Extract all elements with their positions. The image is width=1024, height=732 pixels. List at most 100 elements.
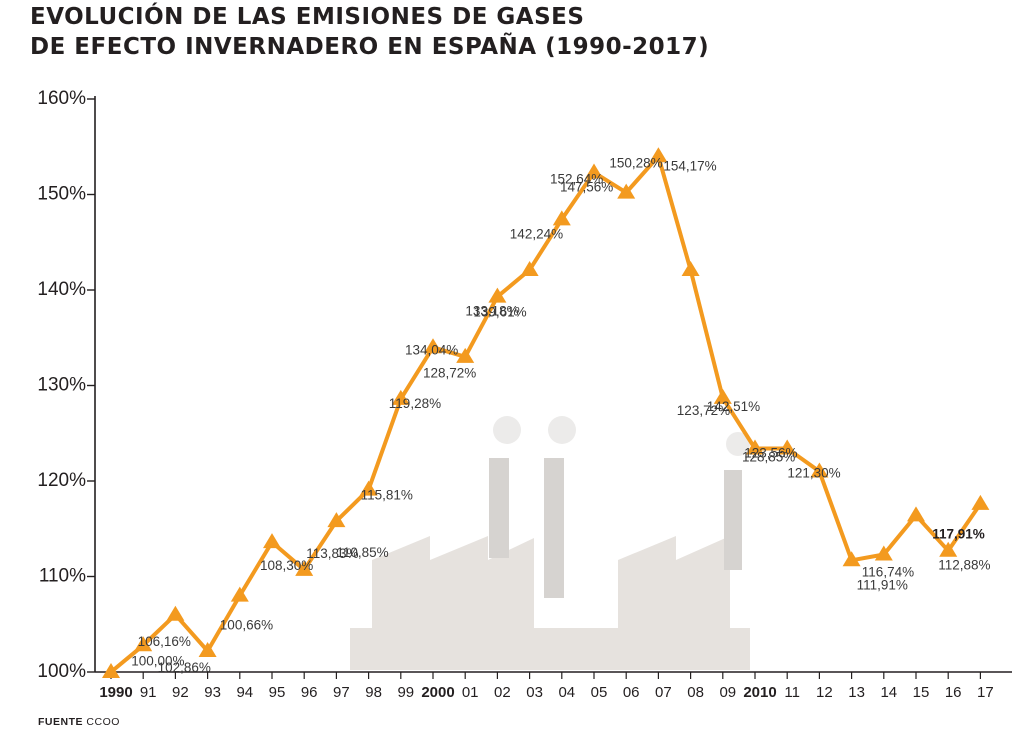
x-tick-label: 06 (623, 684, 640, 701)
data-point-marker (359, 480, 378, 496)
x-tick-label: 96 (301, 684, 318, 701)
data-label: 152,64% (550, 172, 603, 187)
data-label: 108,30% (260, 558, 313, 573)
x-tick-label: 04 (558, 684, 575, 701)
data-point-marker (166, 605, 185, 621)
data-point-marker (295, 560, 314, 576)
x-tick-label: 91 (140, 684, 157, 701)
data-label: 121,30% (787, 465, 840, 480)
x-tick-label: 94 (236, 684, 253, 701)
x-tick-label: 15 (913, 684, 930, 701)
data-point-marker (842, 551, 861, 567)
emissions-line-chart: 100% 110% 120% 130% 140% 150% 160% 1990 91 92 93 94… (37, 88, 1012, 701)
factory-roof-right-1 (618, 536, 676, 560)
data-point-marker (263, 533, 281, 549)
data-point-marker (198, 641, 217, 657)
data-point-marker (971, 494, 990, 510)
x-tick-label: 93 (204, 684, 221, 701)
data-label: 150,28% (609, 155, 662, 170)
data-label: 128,85% (742, 450, 795, 465)
x-tick-label: 99 (397, 684, 414, 701)
data-label: 142,51% (707, 399, 760, 414)
y-tick-label: 110% (39, 566, 86, 587)
y-tick-label: 100% (37, 661, 86, 682)
x-tick-label: 01 (462, 684, 479, 701)
data-label: 147,56% (560, 180, 613, 195)
data-point-marker (424, 338, 442, 354)
factory-building-right (618, 560, 730, 630)
data-point-marker (649, 147, 668, 163)
data-point-marker (585, 163, 603, 179)
data-point-marker (778, 439, 797, 455)
data-label: 142,24% (510, 226, 563, 241)
data-label: 128,72% (423, 365, 476, 380)
x-tick-label: 08 (687, 684, 704, 701)
smoke-1 (493, 416, 521, 444)
x-tick-label: 92 (172, 684, 189, 701)
factory-building-left (372, 560, 534, 630)
y-tick-label: 130% (37, 375, 86, 396)
x-tick-label: 05 (591, 684, 608, 701)
x-tick-label: 16 (945, 684, 962, 701)
x-tick-label: 12 (816, 684, 833, 701)
data-point-marker (327, 512, 346, 528)
smoke-2 (548, 416, 576, 444)
data-point-marker (520, 260, 539, 276)
source-label: FUENTE (38, 716, 83, 728)
factory-illustration (350, 416, 750, 670)
title-line-1: EVOLUCIÓN DE LAS EMISIONES DE GASES (30, 4, 585, 30)
series-line (109, 154, 983, 674)
data-point-marker (456, 347, 475, 363)
data-label: 117,91% (932, 527, 985, 542)
data-point-marker (230, 586, 249, 602)
x-tick-label: 09 (719, 684, 736, 701)
y-tick-label: 150% (37, 184, 86, 205)
x-tick-label: 13 (848, 684, 865, 701)
x-tick-label: 1990 (99, 684, 132, 701)
data-label: 139,61% (473, 305, 526, 320)
chimney-3 (724, 470, 742, 570)
factory-base (350, 628, 750, 670)
data-point-marker (488, 287, 507, 303)
y-tick-label: 160% (37, 88, 86, 109)
series-emisiones (102, 147, 990, 678)
factory-roof-left-1 (372, 536, 430, 560)
y-tick-label: 140% (37, 279, 86, 300)
data-point-marker (713, 388, 732, 404)
data-label: 123,72% (677, 403, 730, 418)
factory-roof-right-2 (676, 536, 730, 560)
data-point-marker (907, 506, 925, 522)
x-tick-label: 2000 (421, 684, 454, 701)
data-point-marker (939, 541, 958, 557)
x-tick-label: 11 (784, 684, 800, 701)
data-label: 115,81% (361, 488, 413, 503)
axes: 100% 110% 120% 130% 140% 150% 160% 1990 91 92 93 94… (37, 88, 1012, 701)
data-label: 111,91% (857, 577, 908, 592)
chart-title: EVOLUCIÓN DE LAS EMISIONES DE GASES DE E… (30, 2, 709, 62)
source-note: FUENTE CCOO (38, 716, 120, 728)
data-label: 106,16% (138, 634, 191, 649)
data-label: 123,56% (744, 446, 797, 461)
factory-roof-left-2 (430, 536, 488, 560)
smoke-3 (726, 432, 750, 456)
data-label: 113,83% (306, 546, 358, 561)
data-label: 119,28% (389, 396, 441, 411)
data-label: 110,85% (336, 545, 388, 560)
title-line-2: DE EFECTO INVERNADERO EN ESPAÑA (1990-20… (30, 34, 710, 60)
x-tick-label: 2010 (743, 684, 776, 701)
chimney-1 (489, 458, 509, 558)
data-label: 154,17% (663, 158, 716, 173)
x-tick-label: 97 (333, 684, 350, 701)
source-value: CCOO (86, 716, 120, 728)
y-tick-label: 120% (37, 470, 86, 491)
data-point-marker (102, 663, 120, 678)
data-point-marker (552, 210, 571, 226)
data-labels: 100,00%102,86% 106,16% 100,66% 108,30%113,8… (131, 155, 990, 675)
data-label: 134,04% (405, 342, 458, 357)
x-tick-label: 95 (269, 684, 286, 701)
data-point-marker (874, 545, 893, 561)
x-tick-label: 98 (365, 684, 382, 701)
data-label: 100,66% (220, 618, 273, 633)
data-label: 133,18% (465, 304, 518, 319)
x-tick-label: 14 (880, 684, 897, 701)
